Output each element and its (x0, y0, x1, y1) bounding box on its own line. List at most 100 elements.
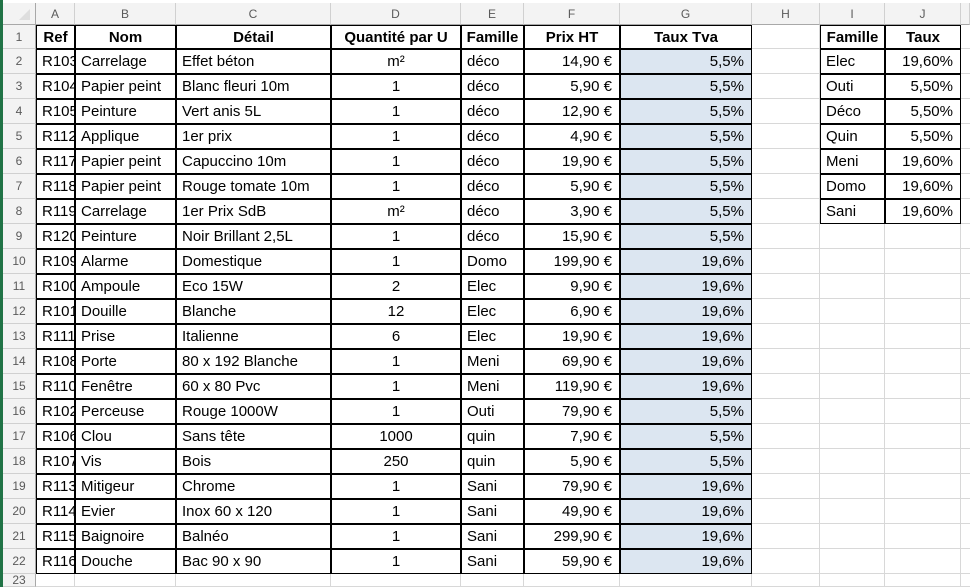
cell-H2[interactable] (752, 49, 820, 74)
col-header-A[interactable]: A (36, 3, 75, 25)
cell-F9[interactable]: 15,90 € (524, 224, 620, 249)
col-header-H[interactable]: H (752, 3, 820, 25)
cell-A18[interactable]: R107 (36, 449, 75, 474)
cell-J9[interactable] (885, 224, 961, 249)
cell-H10[interactable] (752, 249, 820, 274)
col-header-C[interactable]: C (176, 3, 331, 25)
cell-G1[interactable]: Taux Tva (620, 25, 752, 49)
cell-J20[interactable] (885, 499, 961, 524)
cell-A8[interactable]: R119 (36, 199, 75, 224)
cell-A9[interactable]: R120 (36, 224, 75, 249)
cell-J15[interactable] (885, 374, 961, 399)
cell-H7[interactable] (752, 174, 820, 199)
cell-A17[interactable]: R106 (36, 424, 75, 449)
row-header-14[interactable]: 14 (3, 349, 36, 374)
cell-F15[interactable]: 119,90 € (524, 374, 620, 399)
cell-A16[interactable]: R102 (36, 399, 75, 424)
cell-G9[interactable]: 5,5% (620, 224, 752, 249)
cell-G21[interactable]: 19,6% (620, 524, 752, 549)
cell-I5[interactable]: Quin (820, 124, 885, 149)
cell-B3[interactable]: Papier peint (75, 74, 176, 99)
cell-E14[interactable]: Meni (461, 349, 524, 374)
cell-H20[interactable] (752, 499, 820, 524)
cell-C20[interactable]: Inox 60 x 120 (176, 499, 331, 524)
cell-G18[interactable]: 5,5% (620, 449, 752, 474)
cell-B15[interactable]: Fenêtre (75, 374, 176, 399)
cell-G7[interactable]: 5,5% (620, 174, 752, 199)
cell-H13[interactable] (752, 324, 820, 349)
cell-C19[interactable]: Chrome (176, 474, 331, 499)
cell-C9[interactable]: Noir Brillant 2,5L (176, 224, 331, 249)
col-header-F[interactable]: F (524, 3, 620, 25)
cell-I13[interactable] (820, 324, 885, 349)
cell-D21[interactable]: 1 (331, 524, 461, 549)
cell-B4[interactable]: Peinture (75, 99, 176, 124)
cell-J18[interactable] (885, 449, 961, 474)
cell-E7[interactable]: déco (461, 174, 524, 199)
cell-D22[interactable]: 1 (331, 549, 461, 574)
cell-C23[interactable] (176, 574, 331, 587)
cell-G15[interactable]: 19,6% (620, 374, 752, 399)
cell-I6[interactable]: Meni (820, 149, 885, 174)
cell-F22[interactable]: 59,90 € (524, 549, 620, 574)
cell-E21[interactable]: Sani (461, 524, 524, 549)
cell-I22[interactable] (820, 549, 885, 574)
cell-B22[interactable]: Douche (75, 549, 176, 574)
cell-C3[interactable]: Blanc fleuri 10m (176, 74, 331, 99)
row-header-5[interactable]: 5 (3, 124, 36, 149)
cell-B13[interactable]: Prise (75, 324, 176, 349)
cell-G11[interactable]: 19,6% (620, 274, 752, 299)
cell-B19[interactable]: Mitigeur (75, 474, 176, 499)
cell-A12[interactable]: R101 (36, 299, 75, 324)
cell-B20[interactable]: Evier (75, 499, 176, 524)
row-header-21[interactable]: 21 (3, 524, 36, 549)
cell-J23[interactable] (885, 574, 961, 587)
cell-H18[interactable] (752, 449, 820, 474)
cell-I8[interactable]: Sani (820, 199, 885, 224)
cell-D12[interactable]: 12 (331, 299, 461, 324)
cell-I11[interactable] (820, 274, 885, 299)
cell-C12[interactable]: Blanche (176, 299, 331, 324)
cell-A20[interactable]: R114 (36, 499, 75, 524)
row-header-18[interactable]: 18 (3, 449, 36, 474)
cell-A3[interactable]: R104 (36, 74, 75, 99)
cell-A19[interactable]: R113 (36, 474, 75, 499)
cell-I15[interactable] (820, 374, 885, 399)
cell-H12[interactable] (752, 299, 820, 324)
cell-A22[interactable]: R116 (36, 549, 75, 574)
row-header-15[interactable]: 15 (3, 374, 36, 399)
row-header-17[interactable]: 17 (3, 424, 36, 449)
cell-D15[interactable]: 1 (331, 374, 461, 399)
cell-H16[interactable] (752, 399, 820, 424)
col-header-J[interactable]: J (885, 3, 961, 25)
cell-H9[interactable] (752, 224, 820, 249)
cell-E22[interactable]: Sani (461, 549, 524, 574)
cell-H21[interactable] (752, 524, 820, 549)
cell-I1[interactable]: Famille (820, 25, 885, 49)
cell-F6[interactable]: 19,90 € (524, 149, 620, 174)
cell-D14[interactable]: 1 (331, 349, 461, 374)
cell-G16[interactable]: 5,5% (620, 399, 752, 424)
cell-F3[interactable]: 5,90 € (524, 74, 620, 99)
cell-J14[interactable] (885, 349, 961, 374)
cell-B12[interactable]: Douille (75, 299, 176, 324)
cell-B17[interactable]: Clou (75, 424, 176, 449)
cell-B21[interactable]: Baignoire (75, 524, 176, 549)
row-header-23[interactable]: 23 (3, 574, 36, 587)
cell-B11[interactable]: Ampoule (75, 274, 176, 299)
cell-C15[interactable]: 60 x 80 Pvc (176, 374, 331, 399)
cell-I4[interactable]: Déco (820, 99, 885, 124)
row-header-4[interactable]: 4 (3, 99, 36, 124)
cell-E13[interactable]: Elec (461, 324, 524, 349)
cell-G14[interactable]: 19,6% (620, 349, 752, 374)
cell-E9[interactable]: déco (461, 224, 524, 249)
cell-E15[interactable]: Meni (461, 374, 524, 399)
row-header-19[interactable]: 19 (3, 474, 36, 499)
cell-G5[interactable]: 5,5% (620, 124, 752, 149)
cell-C8[interactable]: 1er Prix SdB (176, 199, 331, 224)
cell-D13[interactable]: 6 (331, 324, 461, 349)
cell-C22[interactable]: Bac 90 x 90 (176, 549, 331, 574)
cell-E6[interactable]: déco (461, 149, 524, 174)
cell-I9[interactable] (820, 224, 885, 249)
cell-G23[interactable] (620, 574, 752, 587)
